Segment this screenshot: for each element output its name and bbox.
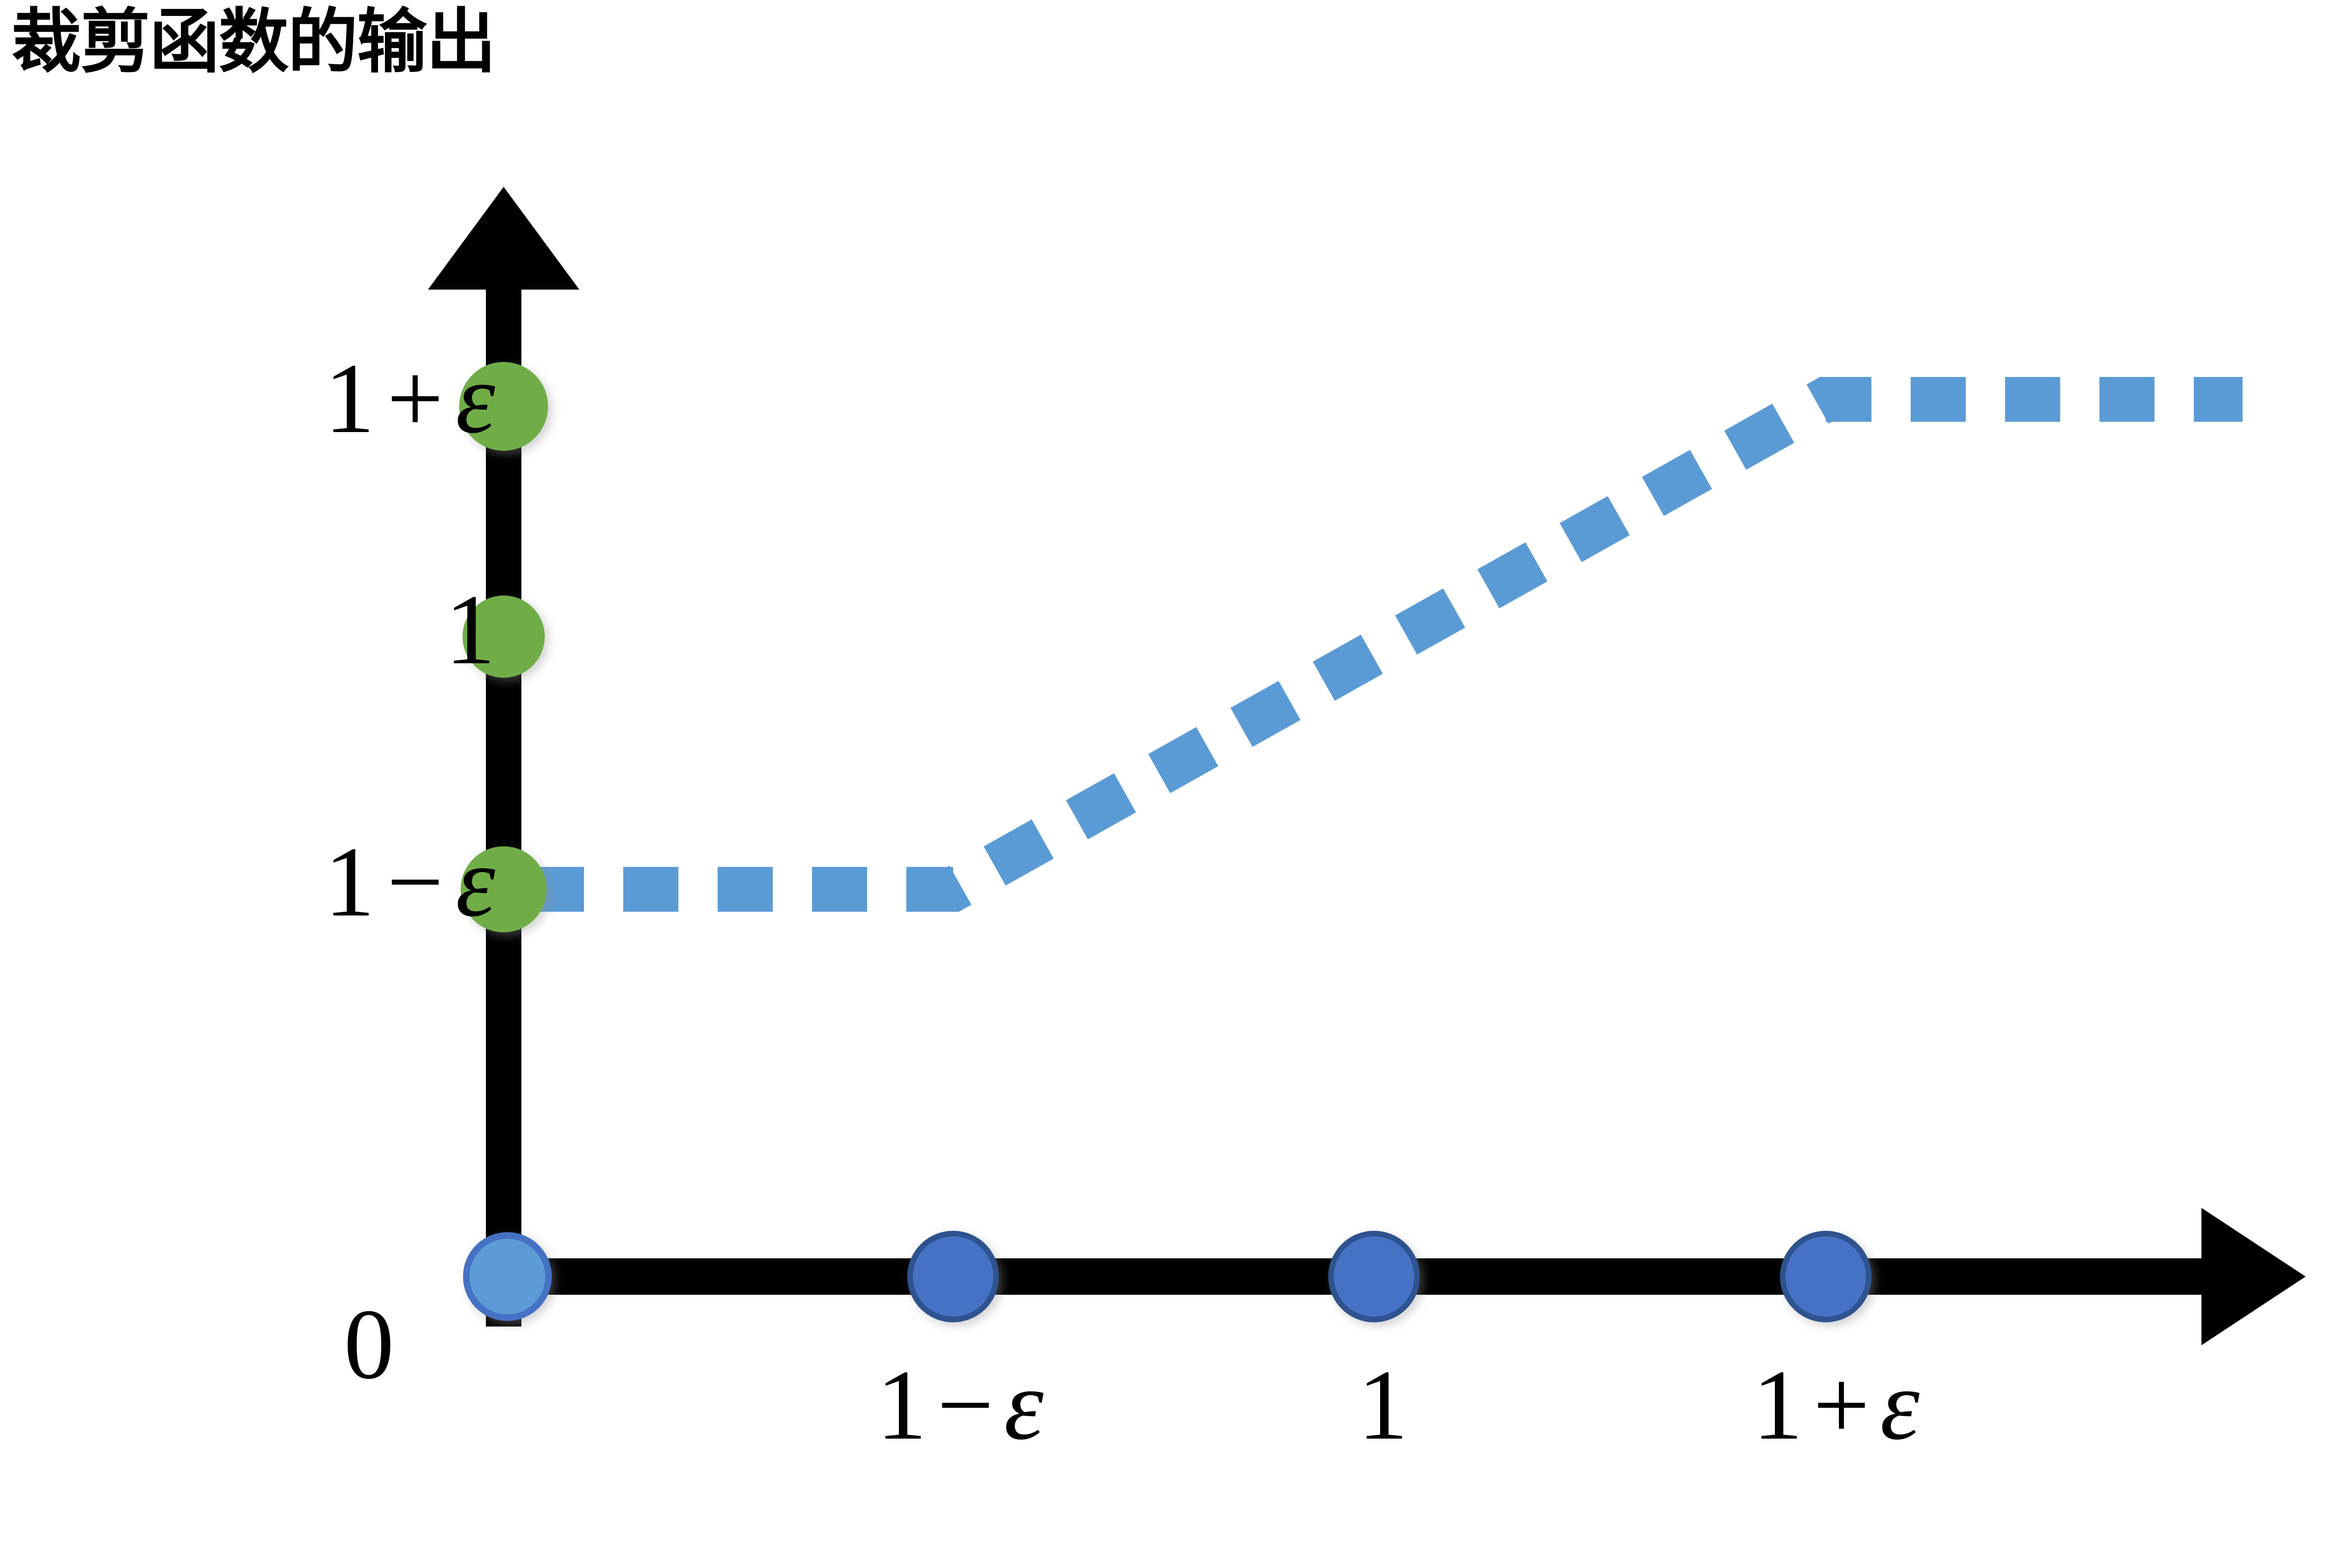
y-axis-markers — [459, 362, 548, 932]
marker-y-1 — [463, 596, 545, 678]
x-tick-label-1: 1 — [1358, 1349, 1408, 1461]
marker-x-1-plus-epsilon — [1780, 1231, 1872, 1322]
marker-x-1-minus-epsilon — [907, 1231, 999, 1322]
origin-label: 0 — [344, 1288, 394, 1400]
y-tick-label-1-plus-epsilon: 1 + ε — [324, 342, 496, 454]
y-tick-label-1-minus-epsilon: 1− ε — [324, 826, 496, 937]
marker-x-origin — [463, 1232, 552, 1321]
marker-y-1-minus-epsilon — [461, 846, 547, 932]
clip-function-curve — [529, 377, 2243, 912]
x-axis-markers — [463, 1231, 1872, 1322]
marker-x-1 — [1328, 1231, 1420, 1322]
marker-y-1-plus-epsilon — [459, 362, 548, 451]
y-tick-label-1: 1 — [445, 574, 496, 685]
x-tick-label-1-minus-epsilon: 1− ε — [876, 1349, 1044, 1461]
page-title: 裁剪函数的输出 — [11, 2, 496, 81]
x-tick-label-1-plus-epsilon: 1 + ε — [1752, 1349, 1920, 1461]
